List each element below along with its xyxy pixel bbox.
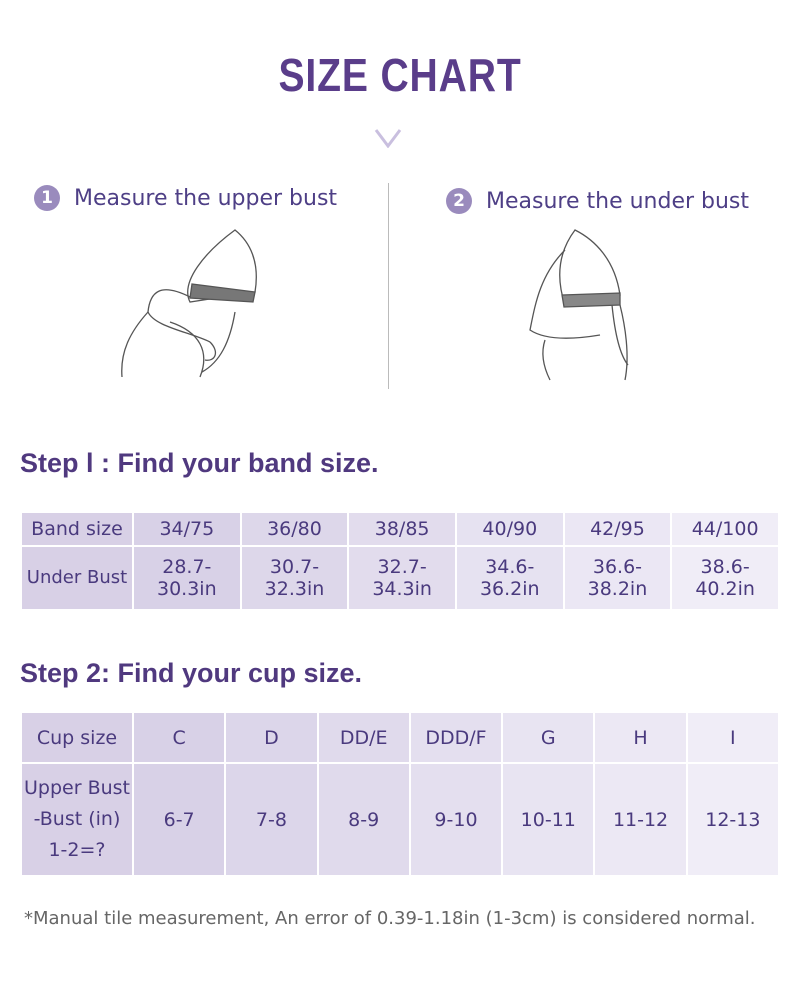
step2-heading: Step 2: Find your cup size.	[20, 658, 363, 688]
table-cell: G	[501, 711, 596, 764]
table-cell: 6-7	[131, 762, 227, 877]
table-row: Upper Bust -Bust (in) 1-2=? 6-7 7-8 8-9 9-10 10…	[20, 762, 781, 877]
step-label: Measure the upper bust	[74, 185, 338, 211]
header-cell: Upper Bust -Bust (in) 1-2=?	[20, 762, 134, 877]
table-row: Under Bust 28.7-30.3in 30.7-32.3in 32.7-34.…	[20, 544, 780, 612]
table-cell: D	[224, 711, 319, 764]
table-cell: 9-10	[408, 762, 504, 877]
under-bust-illustration	[529, 229, 629, 381]
step1-heading: Step l : Find your band size.	[20, 448, 379, 478]
table-cell: 8-9	[316, 762, 411, 877]
measurement-note: *Manual tile measurement, An error of 0.…	[24, 908, 756, 929]
table-cell: C	[131, 711, 227, 764]
table-cell: 11-12	[593, 762, 688, 877]
step-label: Measure the under bust	[486, 188, 750, 214]
table-cell: DD/E	[316, 711, 411, 764]
table-cell: 34/75	[132, 511, 242, 547]
table-cell: 36.6-38.2in	[562, 544, 673, 612]
table-cell: 38/85	[347, 511, 457, 547]
table-cell: 42/95	[562, 511, 673, 547]
table-cell: DDD/F	[408, 711, 504, 764]
cup-size-table: Cup size C D DD/E DDD/F G H I Upper Bust -Bust (…	[20, 711, 781, 877]
page-title: SIZE CHART	[278, 49, 522, 101]
band-size-table: Band size 34/75 36/80 38/85 40/90 42/95 44/100…	[20, 511, 780, 612]
header-cell: Band size	[20, 511, 134, 547]
table-cell: 36/80	[239, 511, 350, 547]
chevron-down-icon	[374, 129, 402, 148]
number-one-icon: 1	[34, 185, 60, 211]
table-cell: 12-13	[685, 762, 781, 877]
step-upper-bust: 1 Measure the upper bust	[34, 185, 337, 211]
table-cell: 30.7-32.3in	[239, 544, 350, 612]
table-row: Cup size C D DD/E DDD/F G H I	[20, 711, 781, 764]
upper-bust-illustration	[121, 229, 257, 378]
table-cell: 38.6-40.2in	[670, 544, 780, 612]
table-cell: 40/90	[454, 511, 565, 547]
table-cell: I	[685, 711, 781, 764]
label-line: -Bust (in)	[33, 808, 121, 830]
label-line: 1-2=?	[48, 839, 106, 861]
table-cell: 7-8	[224, 762, 319, 877]
header-cell: Under Bust	[20, 544, 134, 612]
table-cell: 28.7-30.3in	[132, 544, 242, 612]
step-under-bust: 2 Measure the under bust	[446, 188, 749, 214]
divider	[388, 183, 389, 389]
table-cell: 44/100	[670, 511, 780, 547]
table-cell: 32.7-34.3in	[347, 544, 457, 612]
table-cell: 34.6-36.2in	[454, 544, 565, 612]
header-cell: Cup size	[20, 711, 134, 764]
label-line: Upper Bust	[24, 777, 130, 799]
table-cell: H	[593, 711, 688, 764]
table-cell: 10-11	[501, 762, 596, 877]
number-two-icon: 2	[446, 188, 472, 214]
table-row: Band size 34/75 36/80 38/85 40/90 42/95 44/100	[20, 511, 780, 547]
